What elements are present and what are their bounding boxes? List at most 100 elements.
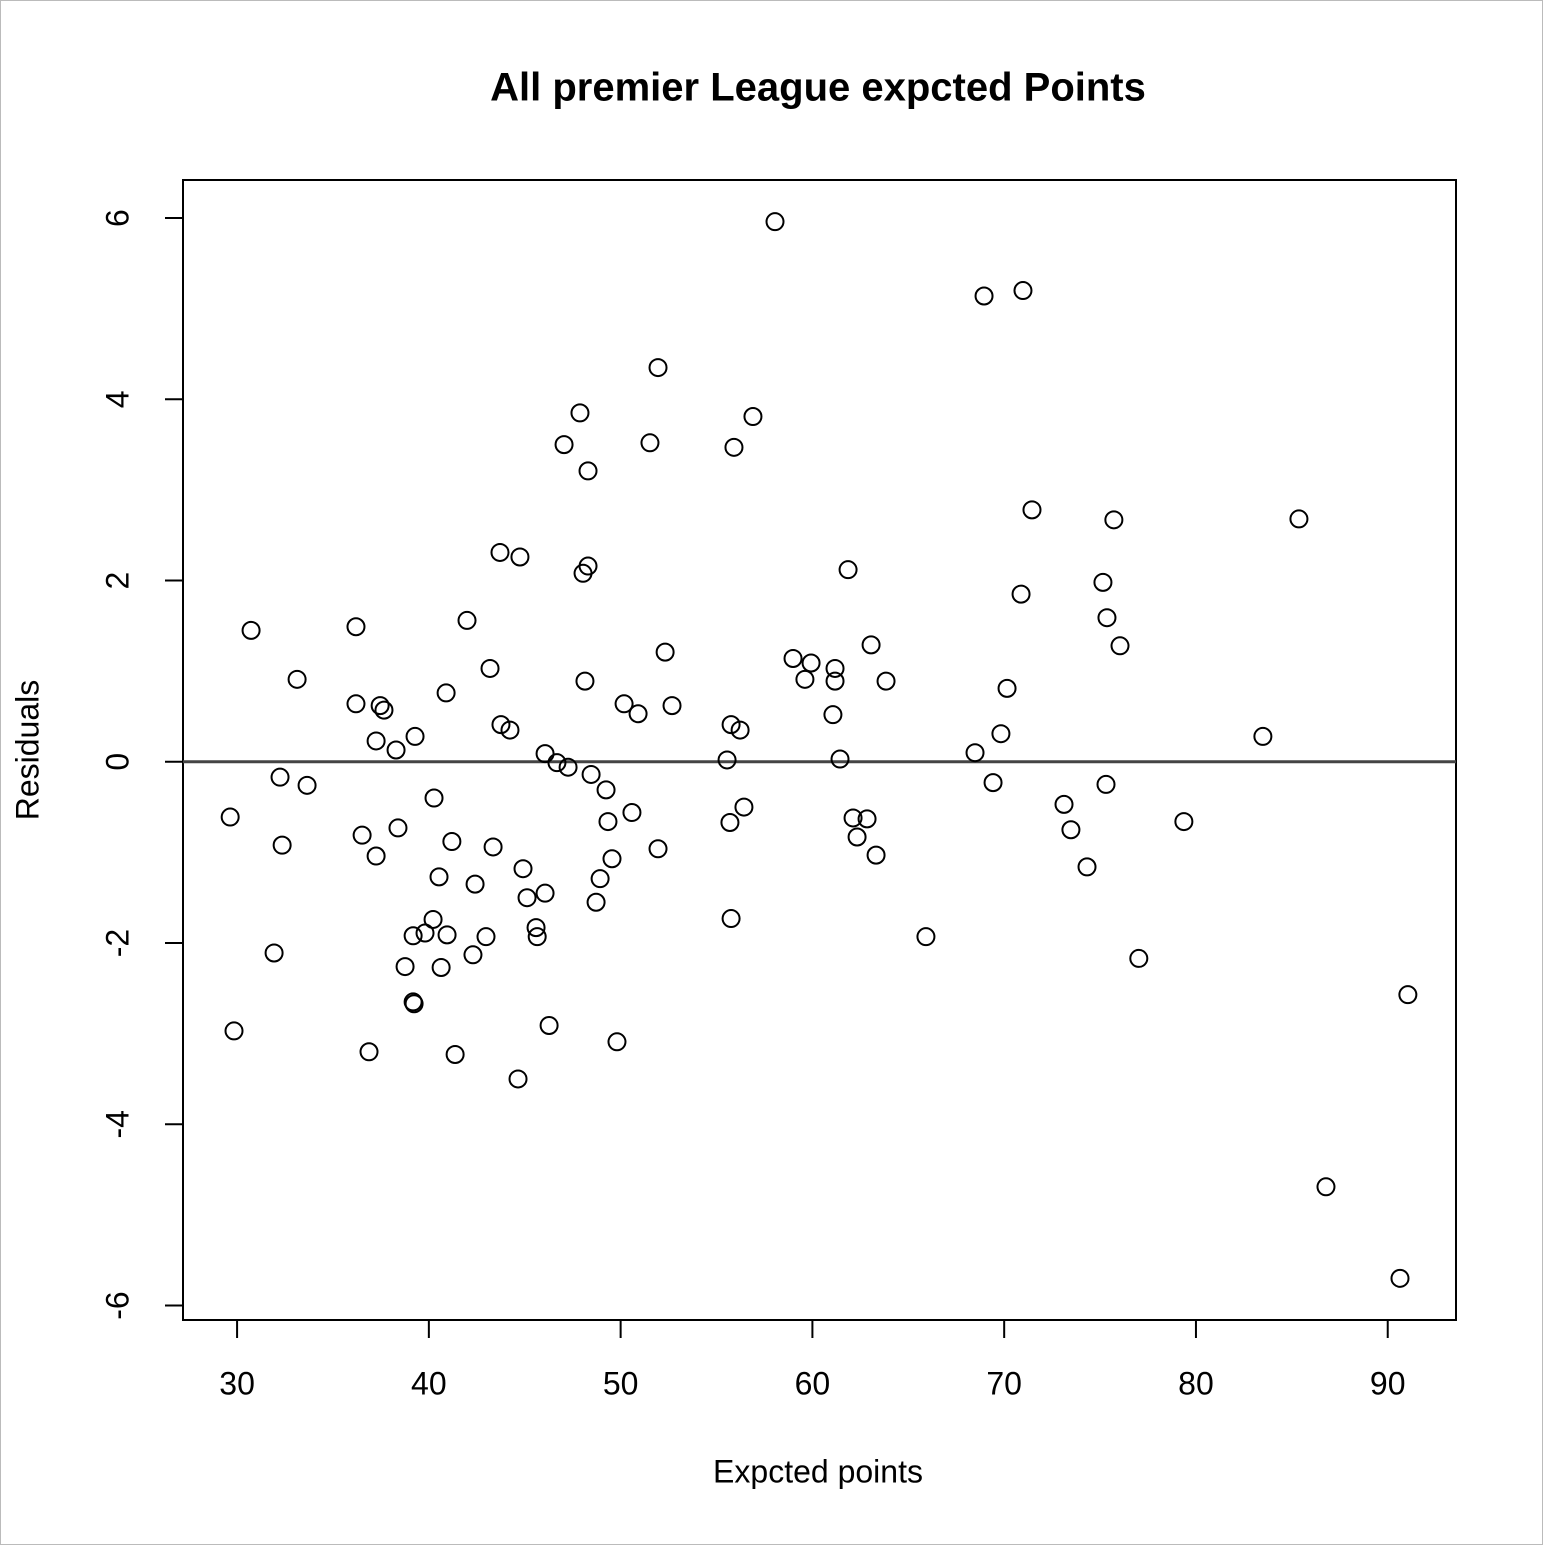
point [374,700,394,720]
point [823,705,843,725]
point [491,715,511,735]
x-tick-label: 60 [795,1365,831,1401]
point [346,617,366,637]
point [847,827,867,847]
point [720,812,740,832]
point [500,720,520,740]
y-tick-label: 0 [99,753,135,771]
point [429,867,449,887]
point [297,775,317,795]
point [558,757,578,777]
point [431,957,451,977]
point [437,925,457,945]
point [581,764,601,784]
point [730,720,750,740]
x-tick-label: 50 [603,1365,639,1401]
point [436,683,456,703]
point [272,835,292,855]
point [724,437,744,457]
point [1077,857,1097,877]
y-tick-label: 4 [99,390,135,408]
point [655,642,675,662]
point [721,715,741,735]
point [765,212,785,232]
point [403,926,423,946]
point [1110,636,1130,656]
point [876,671,896,691]
y-tick-label: -2 [99,929,135,957]
point [866,845,886,865]
point [991,724,1011,744]
point [480,658,500,678]
point [575,671,595,691]
x-tick-label: 70 [986,1365,1022,1401]
point [424,788,444,808]
point [857,809,877,829]
x-tick-label: 30 [219,1365,255,1401]
point [607,1032,627,1052]
point [465,874,485,894]
point [224,1021,244,1041]
point [825,671,845,691]
point [220,807,240,827]
point [1093,572,1113,592]
point [830,749,850,769]
point [590,869,610,889]
point [490,542,510,562]
point [359,1042,379,1062]
point [1096,774,1116,794]
y-tick-label: -6 [99,1291,135,1319]
point [598,812,618,832]
point [916,927,936,947]
point [648,358,668,378]
point [463,945,483,965]
point [476,927,496,947]
point [270,767,290,787]
point [366,731,386,751]
point [1054,794,1074,814]
point [662,696,682,716]
point [386,740,406,760]
point [535,744,555,764]
y-axis-label: Residuals [9,680,45,821]
point [352,825,372,845]
chart-title: All premier League expcted Points [490,66,1146,110]
point [1097,608,1117,628]
point [628,704,648,724]
point [415,923,435,943]
point [1398,985,1418,1005]
x-tick-label: 40 [411,1365,447,1401]
x-tick-label: 90 [1370,1365,1406,1401]
point [721,909,741,929]
point [526,918,546,938]
point [405,726,425,746]
point [457,610,477,630]
point [1013,281,1033,301]
point [648,839,668,859]
point [1061,820,1081,840]
point [743,407,763,427]
point [997,678,1017,698]
point [366,846,386,866]
point [586,892,606,912]
point [838,560,858,580]
x-tick-label: 80 [1178,1365,1214,1401]
point [395,957,415,977]
point [442,832,462,852]
point [264,943,284,963]
point [1253,726,1273,746]
point [483,837,503,857]
point [539,1015,559,1035]
point [795,669,815,689]
point [423,909,443,929]
point [1022,500,1042,520]
x-axis-label: Expcted points [713,1453,923,1489]
point [602,849,622,869]
point [825,658,845,678]
point [287,669,307,689]
point [578,461,598,481]
point [508,1069,528,1089]
point [843,808,863,828]
